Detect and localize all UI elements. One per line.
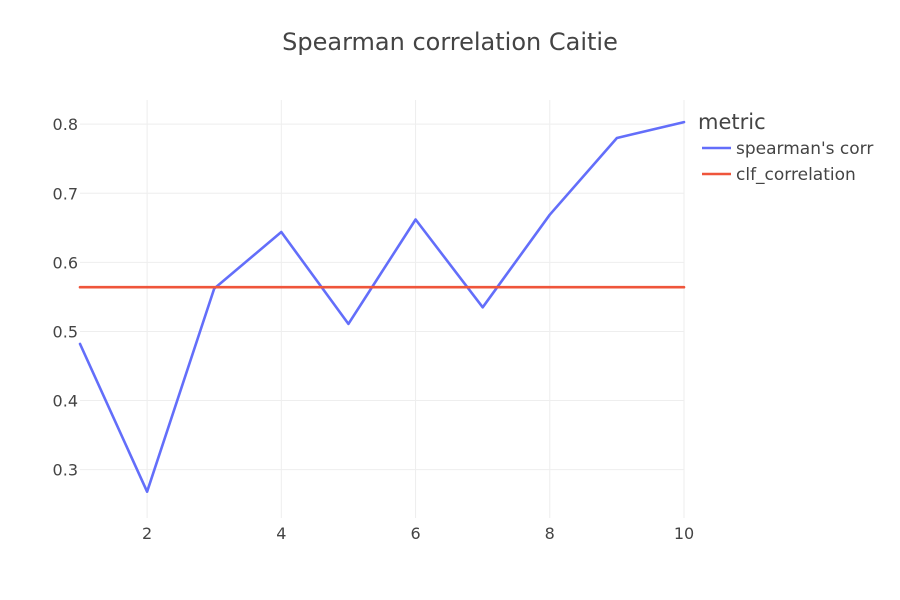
y-tick-label: 0.8 (53, 115, 78, 134)
series-layer (78, 120, 686, 494)
x-tick-label: 8 (545, 524, 555, 543)
series-line-spearmans-corr (78, 120, 686, 494)
legend-title: metric (698, 110, 766, 134)
chart-title: Spearman correlation Caitie (282, 28, 618, 56)
legend: metric spearman's corr clf_correlation (698, 110, 873, 185)
legend-item[interactable]: clf_correlation (702, 165, 856, 185)
legend-item-label: clf_correlation (736, 165, 856, 185)
legend-items: spearman's corr clf_correlation (702, 139, 873, 185)
x-tick-label: 4 (276, 524, 286, 543)
y-tick-label: 0.5 (53, 322, 78, 341)
y-tick-label: 0.4 (53, 392, 78, 411)
x-tick-label: 10 (674, 524, 694, 543)
x-tick-label: 6 (410, 524, 420, 543)
legend-item[interactable]: spearman's corr (702, 139, 873, 159)
y-axis-ticks: 0.3 0.4 0.5 0.6 0.7 0.8 (53, 115, 78, 479)
x-tick-label: 2 (142, 524, 152, 543)
grid-layer (80, 100, 685, 518)
y-tick-label: 0.6 (53, 253, 78, 272)
y-tick-label: 0.7 (53, 184, 78, 203)
y-tick-label: 0.3 (53, 461, 78, 480)
legend-item-label: spearman's corr (736, 139, 873, 159)
x-axis-ticks: 2 4 6 8 10 (142, 524, 694, 543)
